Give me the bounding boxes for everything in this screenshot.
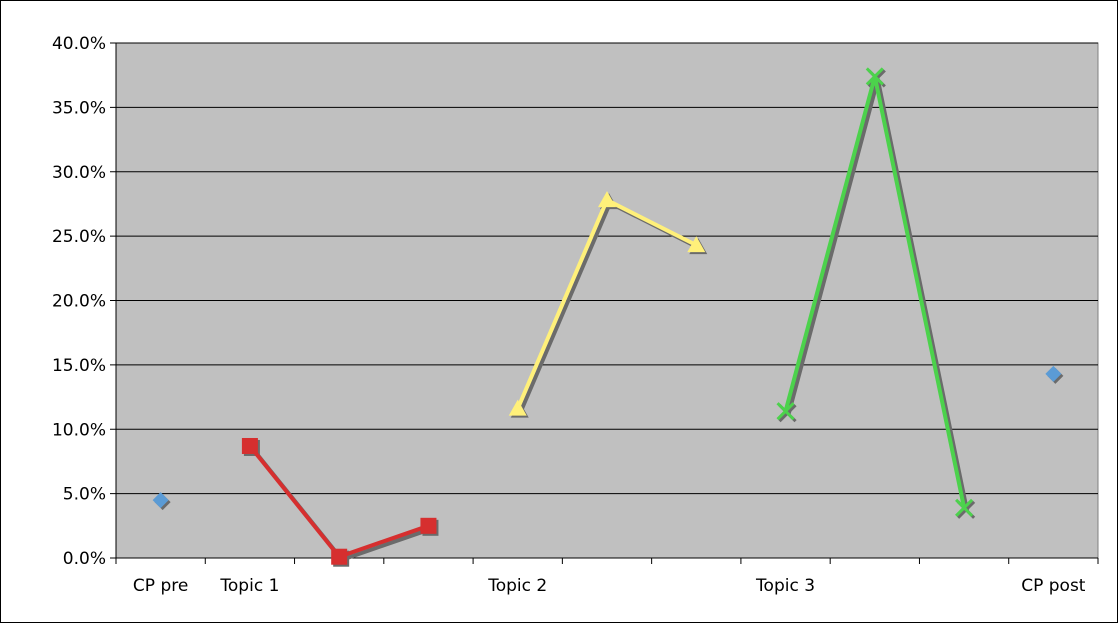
y-tick-label: 5.0% bbox=[63, 485, 106, 505]
x-marker-stroke bbox=[955, 498, 974, 517]
data-point-x bbox=[865, 67, 884, 86]
data-point-diamond bbox=[1045, 365, 1062, 382]
y-tick-label: 0.0% bbox=[63, 549, 106, 569]
data-point-x bbox=[776, 402, 795, 421]
data-point-triangle bbox=[598, 191, 616, 208]
y-tick-label: 20.0% bbox=[52, 292, 106, 312]
data-point-triangle bbox=[508, 399, 527, 416]
y-tick-label: 25.0% bbox=[52, 227, 106, 247]
data-point-x bbox=[955, 498, 974, 517]
y-tick-label: 35.0% bbox=[52, 98, 106, 118]
data-point-square bbox=[331, 548, 348, 565]
data-point-square bbox=[420, 517, 437, 534]
x-tick-label: Topic 2 bbox=[487, 576, 547, 596]
x-marker-stroke bbox=[776, 402, 795, 421]
x-marker-stroke bbox=[865, 67, 884, 86]
y-tick-label: 30.0% bbox=[52, 163, 106, 183]
data-point-triangle bbox=[687, 236, 706, 253]
x-tick-label: CP post bbox=[1021, 576, 1086, 596]
y-tick-label: 15.0% bbox=[52, 356, 106, 376]
data-point-diamond bbox=[152, 492, 169, 509]
data-point-square bbox=[241, 437, 258, 454]
x-tick-label: Topic 3 bbox=[755, 576, 815, 596]
x-tick-label: CP pre bbox=[133, 576, 188, 596]
y-tick-label: 10.0% bbox=[52, 420, 106, 440]
x-tick-label: Topic 1 bbox=[219, 576, 279, 596]
y-tick-label: 40.0% bbox=[52, 34, 106, 54]
